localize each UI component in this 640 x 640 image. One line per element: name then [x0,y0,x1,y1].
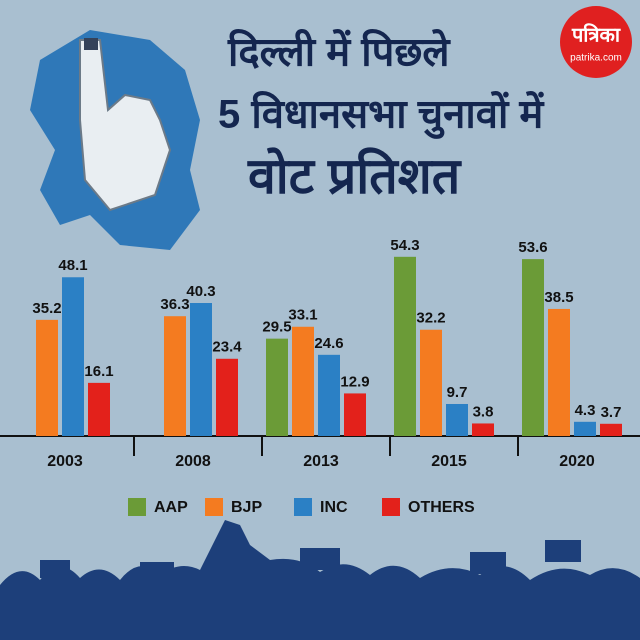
legend: AAP BJP INC OTHERS [128,498,475,516]
data-label: 35.2 [32,300,61,317]
data-label: 38.5 [544,289,573,306]
logo-circle [560,6,632,78]
title-line: दिल्ली में पिछले [227,29,451,75]
bar [472,423,494,436]
data-label: 48.1 [58,257,87,274]
x-tick-label: 2008 [175,453,211,470]
bar [318,354,340,436]
data-label: 23.4 [212,339,242,356]
legend-label: BJP [231,499,262,516]
x-tick-label: 2015 [431,453,467,470]
x-tick-label: 2013 [303,453,339,470]
data-label: 3.7 [601,404,622,421]
data-label: 33.1 [288,307,317,324]
legend-label: AAP [154,499,188,516]
bar [600,423,622,436]
legend-swatch [205,498,223,516]
title-line: 5 विधानसभा चुनावों में [218,91,545,140]
logo-site: patrika.com [570,53,622,64]
data-label: 3.8 [473,403,494,420]
bar [88,382,110,436]
data-label: 24.6 [314,335,343,352]
data-label: 16.1 [84,363,113,380]
bar [574,421,596,436]
data-label: 4.3 [575,402,596,419]
x-tick-label: 2020 [559,453,595,470]
bar [292,326,314,436]
bar [266,338,288,436]
bar [394,256,416,436]
legend-swatch [382,498,400,516]
data-label: 29.5 [262,319,291,336]
title-line: वोट प्रतिशत [247,147,462,204]
bar [344,393,366,436]
bar [446,403,468,436]
bar [36,319,58,436]
data-label: 53.6 [518,239,547,256]
data-label: 54.3 [390,237,419,254]
legend-label: INC [320,499,348,516]
legend-label: OTHERS [408,499,475,516]
x-tick-label: 2003 [47,453,83,470]
data-label: 12.9 [340,373,369,390]
legend-swatch [294,498,312,516]
bar [522,259,544,436]
bar [190,303,212,436]
data-label: 36.3 [160,296,189,313]
bar [216,358,238,436]
data-label: 32.2 [416,310,445,327]
legend-swatch [128,498,146,516]
bar [62,277,84,436]
ink-mark [84,38,98,50]
data-label: 40.3 [186,283,215,300]
bar [548,308,570,436]
placards [40,540,581,582]
logo-name: पत्रिका [571,22,621,46]
data-label: 9.7 [447,384,468,401]
crowd [0,520,640,640]
bar [164,316,186,436]
hand [79,39,172,212]
chart: 2003 35.2 48.1 16.1 2008 36.340.3 23.4 2013 29.5… [32,237,622,470]
bar [420,329,442,436]
podium [220,560,254,610]
